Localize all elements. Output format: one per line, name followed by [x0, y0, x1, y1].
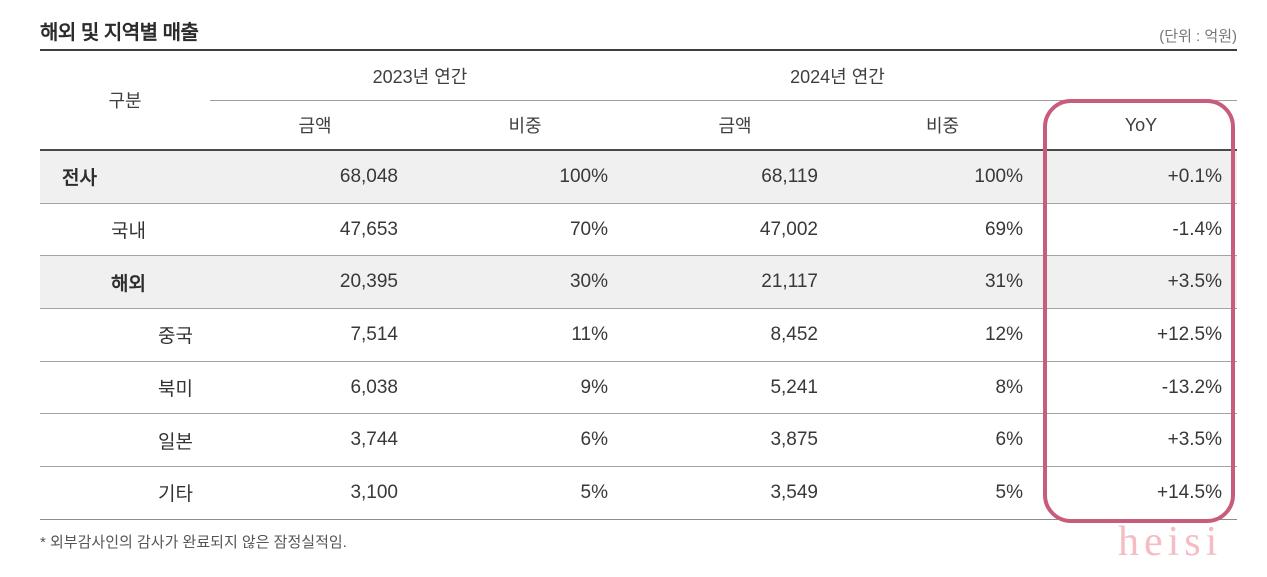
cell-share-2024: 31%	[984, 271, 1023, 293]
cell-share-2024: 69%	[984, 218, 1023, 240]
sub-header-row: 금액 비중 금액 비중 YoY	[210, 101, 1237, 149]
sales-table: 구분 2023년 연간 2024년 연간 금액 비중 금액 비중 YoY 전사 …	[40, 49, 1237, 520]
cell-amount-2024: 8,452	[770, 323, 818, 345]
cell-amount-2024: 68,119	[761, 165, 818, 187]
cell-share-2024: 12%	[984, 323, 1023, 345]
cell-share-2023: 6%	[580, 429, 608, 451]
header-share-2024: 비중	[925, 116, 960, 136]
table-row-domestic: 국내 47,653 70% 47,002 69% -1.4%	[40, 204, 1237, 257]
cell-yoy: +3.5%	[1167, 271, 1222, 293]
row-label: 기타	[158, 484, 193, 506]
table-row-china: 중국 7,514 11% 8,452 12% +12.5%	[40, 309, 1237, 362]
header-yoy: YoY	[1124, 114, 1158, 135]
cell-amount-2024: 3,549	[770, 481, 818, 503]
cell-share-2024: 100%	[974, 165, 1023, 187]
header-amount-2024: 금액	[718, 116, 752, 136]
cell-amount-2023: 7,514	[350, 323, 398, 345]
cell-amount-2023: 3,100	[350, 481, 398, 503]
cell-amount-2023: 20,395	[339, 271, 398, 293]
header-gubun: 구분	[108, 91, 142, 111]
table-row-japan: 일본 3,744 6% 3,875 6% +3.5%	[40, 414, 1237, 468]
cell-amount-2024: 3,875	[770, 429, 818, 451]
cell-share-2023: 100%	[559, 165, 608, 187]
cell-yoy: -13.2%	[1161, 376, 1222, 398]
cell-share-2024: 8%	[995, 376, 1023, 398]
row-label: 일본	[158, 431, 193, 453]
cell-yoy: +12.5%	[1157, 323, 1222, 345]
cell-yoy: +3.5%	[1167, 429, 1222, 451]
title-bar: 해외 및 지역별 매출 (단위 : 억원)	[40, 12, 1237, 49]
unit-note: (단위 : 억원)	[1159, 28, 1237, 45]
table-row-total: 전사 68,048 100% 68,119 100% +0.1%	[40, 151, 1237, 204]
cell-share-2023: 9%	[580, 376, 608, 398]
cell-share-2023: 11%	[571, 323, 608, 345]
header-right-block: 2023년 연간 2024년 연간 금액 비중 금액 비중 YoY	[210, 51, 1237, 149]
table-header: 구분 2023년 연간 2024년 연간 금액 비중 금액 비중 YoY	[40, 51, 1237, 151]
table-row-others: 기타 3,100 5% 3,549 5% +14.5%	[40, 467, 1237, 520]
header-year-2023: 2023년 연간	[372, 66, 468, 87]
watermark: heisi	[1118, 519, 1223, 565]
cell-share-2023: 70%	[569, 218, 608, 240]
cell-share-2023: 30%	[569, 271, 608, 293]
cell-yoy: +0.1%	[1167, 165, 1222, 187]
header-share-2023: 비중	[508, 116, 542, 136]
header-amount-2023: 금액	[298, 116, 332, 136]
cell-yoy: -1.4%	[1172, 218, 1222, 240]
cell-amount-2024: 5,241	[770, 376, 818, 398]
cell-amount-2024: 21,117	[761, 271, 818, 293]
header-yoy-spacer	[1045, 51, 1237, 100]
cell-amount-2023: 47,653	[339, 218, 398, 240]
cell-share-2024: 5%	[995, 481, 1023, 503]
cell-share-2023: 5%	[580, 481, 608, 503]
cell-yoy: +14.5%	[1157, 481, 1222, 503]
header-year-2024: 2024년 연간	[790, 66, 885, 87]
cell-amount-2024: 47,002	[759, 218, 818, 240]
year-header-row: 2023년 연간 2024년 연간	[210, 51, 1237, 101]
row-label: 북미	[158, 379, 193, 401]
row-label: 중국	[158, 326, 193, 348]
page-title: 해외 및 지역별 매출	[40, 22, 199, 44]
cell-amount-2023: 3,744	[350, 429, 398, 451]
row-label: 해외	[111, 273, 146, 295]
footnote: * 외부감사인의 감사가 완료되지 않은 잠정실적임.	[40, 534, 347, 551]
row-label: 전사	[62, 168, 97, 190]
row-label: 국내	[111, 221, 146, 243]
table-row-overseas: 해외 20,395 30% 21,117 31% +3.5%	[40, 256, 1237, 310]
cell-amount-2023: 6,038	[350, 376, 398, 398]
cell-share-2024: 6%	[995, 429, 1023, 451]
table-row-north-america: 북미 6,038 9% 5,241 8% -13.2%	[40, 362, 1237, 415]
cell-amount-2023: 68,048	[339, 165, 398, 187]
